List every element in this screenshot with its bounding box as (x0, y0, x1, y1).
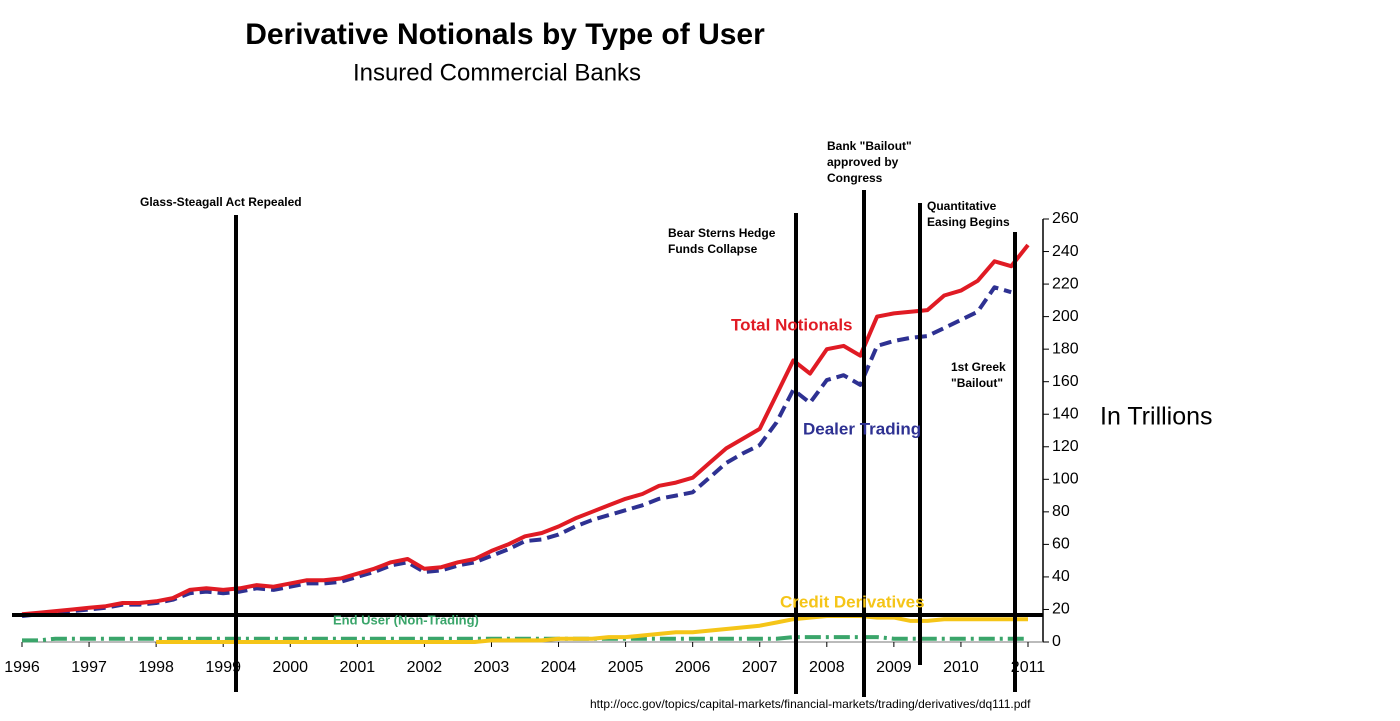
annotation: approved by (827, 155, 899, 169)
annotation: Glass-Steagall Act Repealed (140, 195, 302, 209)
y-tick-label: 20 (1052, 601, 1070, 618)
x-tick-label: 2007 (742, 659, 778, 676)
series-line (156, 614, 1028, 644)
y-tick-label: 100 (1052, 471, 1079, 488)
x-tick-label: 2009 (876, 659, 912, 676)
y-tick-label: 140 (1052, 405, 1079, 422)
x-tick-label: 2002 (407, 659, 443, 676)
y-tick-label: 220 (1052, 275, 1079, 292)
annotation: Easing Begins (927, 215, 1010, 229)
series-group (21, 243, 1030, 644)
y-tick-label: 200 (1052, 308, 1079, 325)
chart-title: Derivative Notionals by Type of User (245, 18, 765, 51)
annotation: "Bailout" (951, 376, 1003, 390)
series-label: Total Notionals (731, 315, 853, 334)
annotation: Quantitative (927, 199, 997, 213)
y-tick-label: 160 (1052, 373, 1079, 390)
y-tick-label: 180 (1052, 340, 1079, 357)
y-axis-label: In Trillions (1100, 403, 1213, 431)
x-tick-label: 2010 (943, 659, 979, 676)
x-tick-label: 2008 (809, 659, 845, 676)
series-label: Dealer Trading (803, 419, 921, 438)
y-tick-label: 0 (1052, 633, 1061, 650)
x-tick-label: 1998 (138, 659, 174, 676)
x-tick-label: 2001 (340, 659, 376, 676)
series-label: Credit Derivatives (780, 592, 925, 611)
chart-subtitle: Insured Commercial Banks (353, 59, 641, 86)
y-tick-label: 120 (1052, 438, 1079, 455)
annotation: Congress (827, 171, 883, 185)
y-tick-label: 60 (1052, 536, 1070, 553)
y-tick-label: 80 (1052, 503, 1070, 520)
x-tick-label: 2005 (608, 659, 644, 676)
x-tick-label: 1999 (205, 659, 241, 676)
x-tick-label: 1996 (4, 659, 40, 676)
x-tick-label: 2004 (541, 659, 577, 676)
x-tick-label: 2003 (474, 659, 510, 676)
x-tick-label: 2000 (272, 659, 308, 676)
annotations: Glass-Steagall Act Repealed Bear Sterns … (12, 139, 1043, 697)
annotation: Bear Sterns Hedge (668, 226, 776, 240)
y-tick-label: 260 (1052, 210, 1079, 227)
series-labels: Total Notionals Dealer Trading Credit De… (333, 315, 925, 627)
series-line (21, 285, 1012, 618)
axes: 0 20 40 60 80 100 120 140 160 180 200 220 240 260 1996… (4, 210, 1079, 676)
x-tick-label: 2011 (1011, 659, 1046, 676)
y-tick-label: 40 (1052, 568, 1070, 585)
annotation: 1st Greek (951, 360, 1006, 374)
series-line (21, 243, 1030, 617)
annotation: Funds Collapse (668, 242, 758, 256)
source: http://occ.gov/topics/capital-markets/fi… (590, 697, 1031, 711)
y-tick-label: 240 (1052, 243, 1079, 260)
annotation: Bank "Bailout" (827, 139, 912, 153)
x-tick-label: 1997 (71, 659, 107, 676)
series-label: End User (Non-Trading) (333, 612, 479, 627)
x-tick-label: 2006 (675, 659, 711, 676)
